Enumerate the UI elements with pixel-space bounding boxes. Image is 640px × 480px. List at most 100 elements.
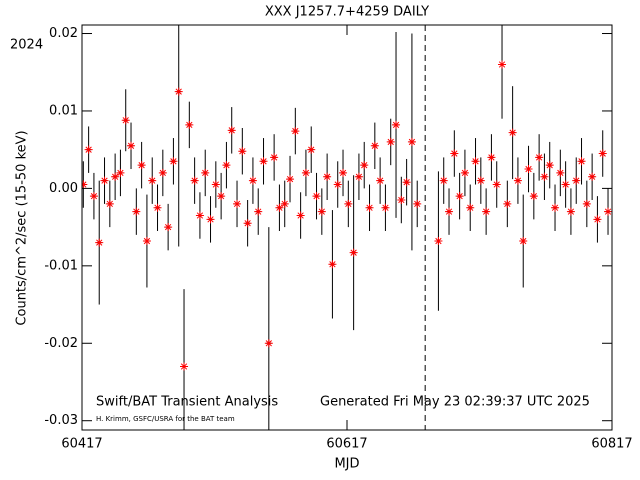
y-tick-label: -0.01 bbox=[44, 258, 78, 273]
data-point bbox=[556, 168, 565, 177]
data-point bbox=[206, 215, 215, 224]
data-point bbox=[264, 339, 273, 348]
x-tick-label: 60617 bbox=[326, 437, 367, 452]
data-point bbox=[148, 176, 157, 185]
data-point bbox=[535, 153, 544, 162]
y-axis-label: Counts/cm^2/sec (15-50 keV) bbox=[15, 130, 30, 325]
data-point bbox=[111, 172, 120, 181]
data-point bbox=[333, 180, 342, 189]
data-point bbox=[386, 137, 395, 146]
data-point bbox=[392, 120, 401, 129]
data-point bbox=[301, 168, 310, 177]
data-point bbox=[487, 153, 496, 162]
data-point bbox=[280, 199, 289, 208]
data-point bbox=[588, 172, 597, 181]
data-point bbox=[174, 87, 183, 96]
data-point bbox=[275, 203, 284, 212]
chart-title: XXX J1257.7+4259 DAILY bbox=[265, 5, 429, 20]
annotation: Swift/BAT Transient Analysis bbox=[96, 395, 278, 410]
data-point bbox=[312, 192, 321, 201]
data-point bbox=[339, 168, 348, 177]
x-tick-label: 60817 bbox=[591, 437, 632, 452]
data-point bbox=[381, 203, 390, 212]
data-point bbox=[195, 211, 204, 220]
data-point bbox=[519, 237, 528, 246]
data-point bbox=[466, 203, 475, 212]
data-point bbox=[105, 199, 114, 208]
data-point bbox=[137, 161, 146, 170]
data-point bbox=[349, 248, 358, 257]
data-point bbox=[238, 147, 247, 156]
data-point bbox=[82, 180, 88, 189]
annotation: Generated Fri May 23 02:39:37 UTC 2025 bbox=[320, 395, 590, 410]
data-point bbox=[577, 157, 586, 166]
y-tick-label: 0.01 bbox=[49, 103, 78, 118]
data-point bbox=[121, 116, 130, 125]
annotation: H. Krimm, GSFC/USRA for the BAT team bbox=[96, 415, 235, 423]
data-point bbox=[434, 237, 443, 246]
data-point bbox=[455, 192, 464, 201]
data-point bbox=[233, 199, 242, 208]
data-point bbox=[503, 199, 512, 208]
data-point bbox=[439, 176, 448, 185]
data-point bbox=[132, 207, 141, 216]
data-point bbox=[498, 60, 507, 69]
data-point bbox=[243, 219, 252, 228]
data-point bbox=[317, 207, 326, 216]
data-point bbox=[360, 161, 369, 170]
data-point bbox=[254, 207, 263, 216]
data-point bbox=[476, 176, 485, 185]
data-point bbox=[291, 127, 300, 136]
data-point bbox=[211, 180, 220, 189]
data-point bbox=[365, 203, 374, 212]
data-point bbox=[116, 168, 125, 177]
data-point bbox=[296, 211, 305, 220]
data-point bbox=[89, 192, 98, 201]
data-point bbox=[344, 199, 353, 208]
data-point bbox=[445, 207, 454, 216]
data-point bbox=[180, 362, 189, 371]
data-point bbox=[402, 178, 411, 187]
data-point bbox=[201, 168, 210, 177]
data-point bbox=[185, 120, 194, 129]
data-point bbox=[307, 145, 316, 154]
data-point bbox=[513, 176, 522, 185]
data-point bbox=[582, 199, 591, 208]
year-label: 2024 bbox=[10, 38, 43, 53]
data-point bbox=[127, 141, 136, 150]
data-point bbox=[328, 260, 337, 269]
y-tick-label: 0.00 bbox=[49, 181, 78, 196]
y-tick-label: 0.02 bbox=[49, 26, 78, 41]
data-point bbox=[153, 203, 162, 212]
data-point bbox=[158, 168, 167, 177]
data-point bbox=[259, 157, 268, 166]
data-point bbox=[551, 203, 560, 212]
data-point bbox=[598, 149, 607, 158]
y-tick-label: -0.03 bbox=[44, 413, 78, 428]
data-point bbox=[545, 161, 554, 170]
data-point bbox=[100, 176, 109, 185]
data-point bbox=[508, 128, 517, 137]
data-point bbox=[376, 176, 385, 185]
data-point bbox=[164, 223, 173, 232]
x-axis-label: MJD bbox=[334, 457, 359, 472]
data-point bbox=[370, 141, 379, 150]
data-point bbox=[95, 238, 104, 247]
data-point bbox=[354, 172, 363, 181]
data-point bbox=[566, 207, 575, 216]
data-point bbox=[323, 172, 332, 181]
data-point bbox=[190, 176, 199, 185]
data-point bbox=[529, 192, 538, 201]
data-point bbox=[460, 168, 469, 177]
data-point bbox=[572, 176, 581, 185]
y-tick-label: -0.02 bbox=[44, 336, 78, 351]
data-point bbox=[169, 157, 178, 166]
data-point bbox=[248, 176, 257, 185]
data-point bbox=[561, 180, 570, 189]
data-point bbox=[593, 215, 602, 224]
data-point bbox=[222, 161, 231, 170]
data-point bbox=[217, 192, 226, 201]
data-point bbox=[397, 196, 406, 205]
